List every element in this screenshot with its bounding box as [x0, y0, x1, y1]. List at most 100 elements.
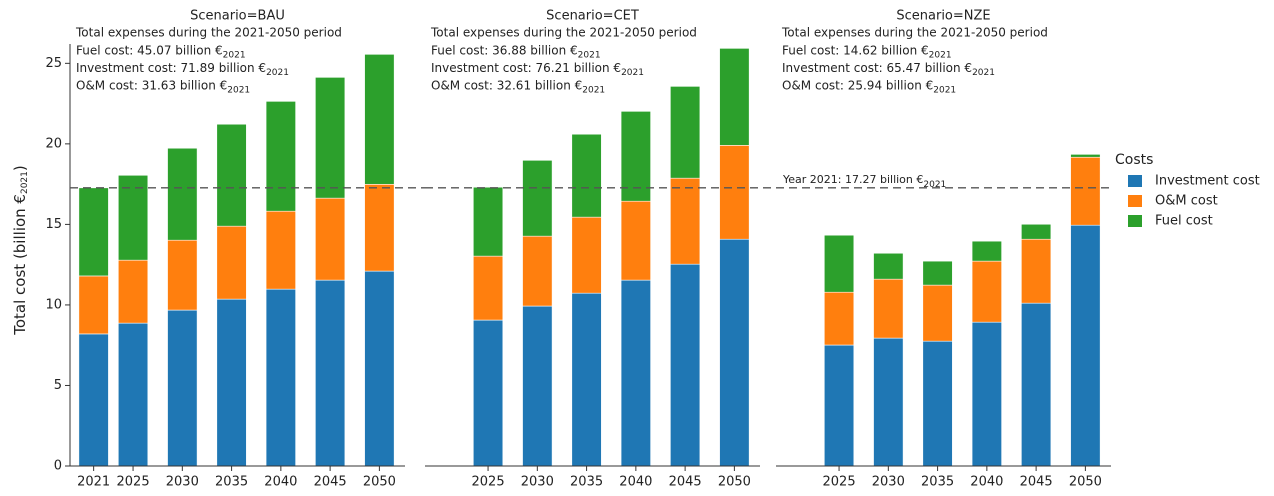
legend-swatch — [1128, 195, 1142, 207]
bar-segment — [719, 48, 750, 146]
annotation: Fuel cost: 45.07 billion €2021 — [76, 43, 246, 60]
annotation-sub: 2021 — [227, 85, 250, 95]
bar-segment — [922, 260, 953, 286]
legend-label: Investment cost — [1155, 174, 1260, 189]
annotation-text: Investment cost: 65.47 billion € — [782, 61, 972, 75]
bar-segment — [472, 319, 504, 467]
legend-label: Fuel cost — [1155, 214, 1213, 229]
bar-segment — [216, 225, 247, 300]
x-tick-label: 2050 — [1069, 475, 1102, 490]
bar-segment — [1021, 223, 1052, 240]
x-tick-label: 2045 — [314, 475, 347, 490]
bar-segment — [1021, 238, 1052, 304]
annotation: Total expenses during the 2021-2050 peri… — [75, 26, 342, 40]
y-axis-label: Total cost (billion €2021) — [11, 165, 30, 336]
bar-segment — [117, 259, 149, 324]
annotation-sub: 2021 — [266, 68, 289, 78]
annotation-sub: 2021 — [621, 68, 644, 78]
bar-segment — [670, 263, 701, 467]
bar-segment — [364, 183, 395, 272]
y-axis-label-sub: 2021 — [20, 171, 30, 194]
annotation-text: Fuel cost: 14.62 billion € — [782, 43, 929, 57]
bar-segment — [364, 54, 395, 185]
reference-label-sub: 2021 — [923, 179, 946, 189]
bar-segment — [1070, 154, 1101, 158]
bar-segment — [167, 239, 198, 311]
x-tick-label: 2021 — [77, 475, 110, 490]
bar-segment — [78, 333, 109, 467]
bar-segment — [315, 197, 346, 281]
bar-segment — [265, 288, 296, 467]
bar-segment — [873, 337, 904, 467]
bar-segment — [265, 210, 296, 290]
bar-segment — [620, 111, 651, 202]
x-tick-label: 2035 — [921, 475, 954, 490]
x-tick-label: 2030 — [521, 475, 554, 490]
bar-segment — [117, 322, 149, 467]
bar-segment — [571, 133, 602, 218]
annotation-text: Investment cost: 76.21 billion € — [431, 61, 621, 75]
bar-segment — [823, 344, 855, 467]
bar-segment — [670, 86, 701, 179]
legend-title: Costs — [1115, 152, 1153, 168]
annotation-sub: 2021 — [972, 68, 995, 78]
reference-label-text: Year 2021: 17.27 billion € — [782, 173, 923, 186]
bar-segment — [971, 240, 1002, 262]
bar-segment — [78, 187, 109, 277]
bar-segment — [971, 321, 1002, 467]
x-tick-label: 2035 — [215, 475, 248, 490]
y-tick-label: 5 — [54, 378, 62, 393]
bar-segment — [571, 216, 602, 294]
bar-segment — [873, 278, 904, 339]
bar-segment — [522, 235, 553, 307]
bar-segment — [522, 305, 553, 467]
x-tick-label: 2045 — [669, 475, 702, 490]
annotation: Total expenses during the 2021-2050 peri… — [430, 26, 697, 40]
annotation-sub: 2021 — [933, 85, 956, 95]
bar-segment — [620, 279, 651, 467]
annotation-text: Investment cost: 71.89 billion € — [76, 61, 266, 75]
x-tick-label: 2025 — [472, 475, 505, 490]
annotation-text: O&M cost: 25.94 billion € — [782, 78, 933, 92]
bar-segment — [670, 177, 701, 265]
bar-segment — [117, 174, 149, 261]
bar-segment — [719, 145, 750, 240]
x-tick-label: 2045 — [1020, 475, 1053, 490]
bar-segment — [971, 260, 1002, 323]
bar-segment — [216, 123, 247, 227]
annotation: Total expenses during the 2021-2050 peri… — [781, 26, 1048, 40]
reference-label: Year 2021: 17.27 billion €2021 — [782, 173, 946, 190]
y-axis-label-text: Total cost (billion € — [11, 194, 29, 336]
bar-segment — [167, 309, 198, 467]
bar-segment — [922, 284, 953, 342]
panel-title: Scenario=NZE — [896, 9, 990, 24]
x-tick-label: 2050 — [718, 475, 751, 490]
x-tick-label: 2050 — [363, 475, 396, 490]
bar-segment — [1070, 224, 1101, 467]
annotation: O&M cost: 32.61 billion €2021 — [431, 78, 605, 95]
annotation-text: O&M cost: 32.61 billion € — [431, 78, 582, 92]
annotation-text: Fuel cost: 36.88 billion € — [431, 43, 578, 57]
x-tick-label: 2035 — [570, 475, 603, 490]
annotation: Fuel cost: 14.62 billion €2021 — [782, 43, 952, 60]
bar-segment — [472, 255, 504, 321]
legend-label: O&M cost — [1155, 194, 1218, 209]
bar-segment — [719, 238, 750, 467]
annotation-sub: 2021 — [929, 50, 952, 60]
bar-segment — [364, 270, 395, 467]
annotation-sub: 2021 — [223, 50, 246, 60]
annotation: Investment cost: 71.89 billion €2021 — [76, 61, 289, 78]
y-tick-label: 10 — [45, 297, 62, 312]
x-tick-label: 2040 — [264, 475, 297, 490]
bar-segment — [315, 279, 346, 467]
bar-segment — [873, 252, 904, 280]
annotation-text: Fuel cost: 45.07 billion € — [76, 43, 223, 57]
x-tick-label: 2040 — [970, 475, 1003, 490]
bar-segment — [472, 186, 504, 257]
bar-segment — [167, 147, 198, 241]
bar-segment — [522, 159, 553, 237]
annotation: Fuel cost: 36.88 billion €2021 — [431, 43, 601, 60]
panel-title: Scenario=CET — [546, 9, 639, 24]
x-tick-label: 2040 — [619, 475, 652, 490]
